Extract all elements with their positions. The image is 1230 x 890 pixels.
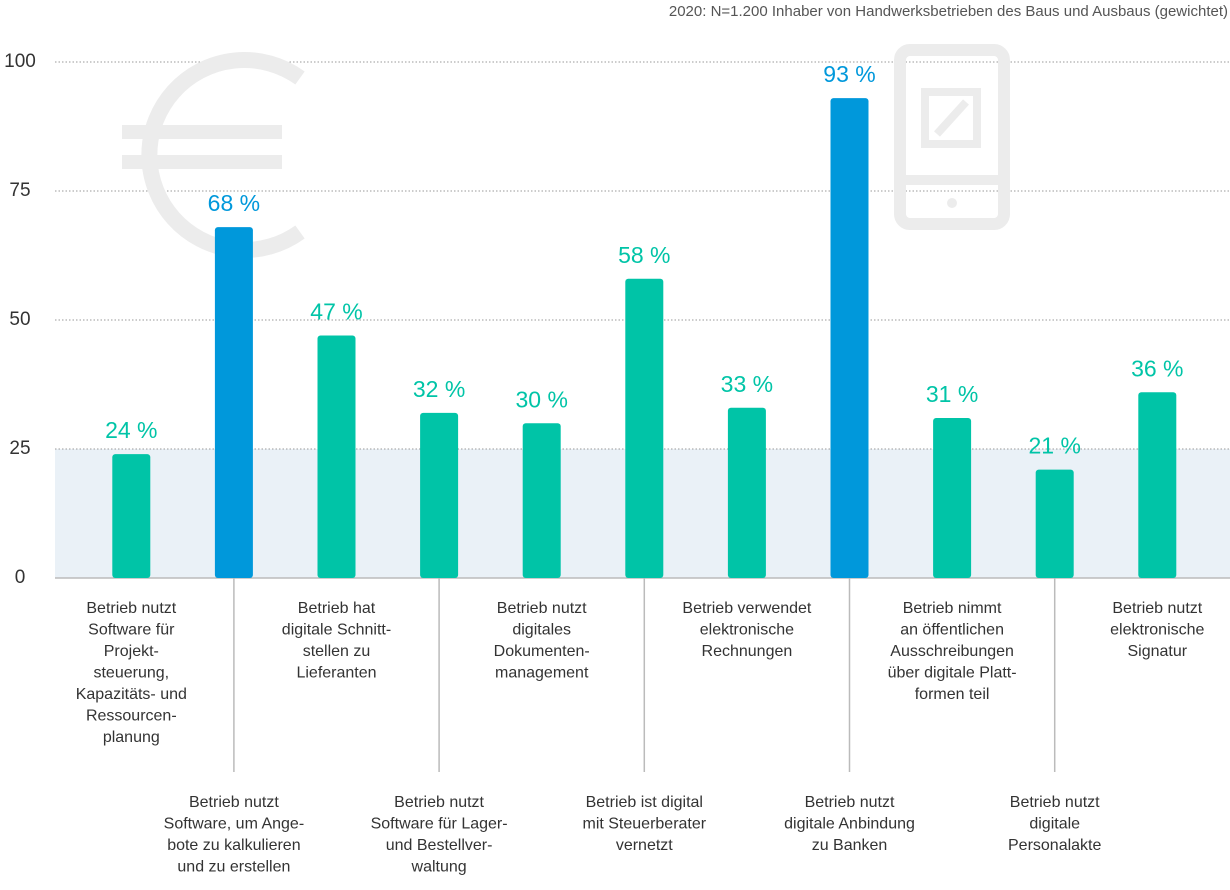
bar xyxy=(1035,469,1074,578)
y-tick-label: 50 xyxy=(9,309,30,330)
value-label: 30 % xyxy=(515,386,567,412)
phone-icon xyxy=(947,198,957,208)
x-tick-label: Betrieb nutzt digitale Anbindung zu Banken xyxy=(784,794,915,854)
y-tick-label: 0 xyxy=(15,567,26,588)
value-label: 31 % xyxy=(926,381,978,407)
phone-icon xyxy=(934,99,969,137)
x-tick-label: Betrieb nutzt digitale Personalakte xyxy=(1008,794,1101,854)
value-label: 36 % xyxy=(1131,355,1183,381)
phone-icon xyxy=(921,88,981,148)
x-tick-label: Betrieb nimmt an öffentlichen Ausschreibun… xyxy=(888,600,1017,703)
x-tick-label: Betrieb nutzt digitales Dokumenten-managem… xyxy=(494,600,590,682)
bar xyxy=(830,98,869,579)
x-tick-label: Betrieb nutzt Software für Projekt-steueru… xyxy=(76,600,187,746)
bar xyxy=(1138,392,1177,578)
x-tick-label: Betrieb ist digital mit Steuerberater vern… xyxy=(582,794,706,854)
y-tick-label: 25 xyxy=(9,438,30,459)
bar xyxy=(522,423,561,578)
bar xyxy=(727,407,766,578)
value-label: 24 % xyxy=(105,417,157,443)
bar xyxy=(933,418,972,578)
bar xyxy=(112,454,151,578)
y-tick-label: 75 xyxy=(9,180,30,201)
x-tick-label: Betrieb verwendet elektronische Rechnungen xyxy=(682,600,812,660)
value-label: 21 % xyxy=(1028,433,1080,459)
x-tick-label: Betrieb nutzt Software für Lager-und Best… xyxy=(371,794,508,876)
value-label: 93 % xyxy=(823,61,875,87)
bar xyxy=(625,278,664,578)
chart-subtitle: 2020: N=1.200 Inhaber von Handwerksbetri… xyxy=(669,3,1228,20)
phone-icon xyxy=(894,44,1010,230)
bar xyxy=(420,412,459,578)
value-label: 33 % xyxy=(721,371,773,397)
y-tick-label: 100 xyxy=(4,51,36,72)
value-label: 47 % xyxy=(310,299,362,325)
value-label: 58 % xyxy=(618,242,670,268)
x-tick-label: Betrieb hat digitale Schnitt-stellen zu Li… xyxy=(282,600,391,682)
bar xyxy=(317,335,356,578)
value-label: 68 % xyxy=(208,190,260,216)
x-tick-label: Betrieb nutzt Software, um Ange-bote zu k… xyxy=(164,794,305,876)
x-tick-label: Betrieb nutzt elektronische Signatur xyxy=(1110,600,1204,660)
value-label: 32 % xyxy=(413,376,465,402)
bar xyxy=(214,227,253,578)
